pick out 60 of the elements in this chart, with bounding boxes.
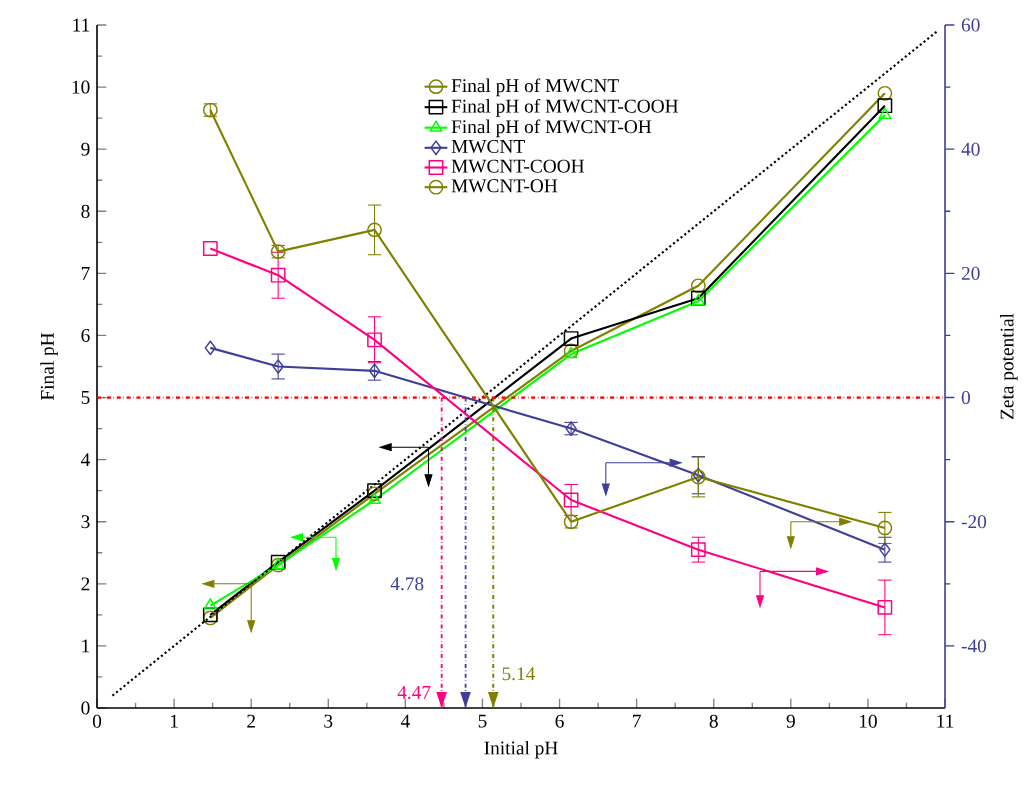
- y2-tick-label: -40: [961, 639, 987, 653]
- point: [367, 222, 382, 238]
- y-tick-label: 5: [81, 391, 90, 404]
- y-tick-label: 0: [81, 701, 90, 715]
- y-tick-label: 10: [72, 80, 90, 94]
- y-tick-label: 3: [81, 515, 90, 529]
- y-tick-label: 11: [73, 18, 90, 32]
- x-tick-label: 8: [709, 714, 718, 728]
- y-tick-label: 2: [81, 577, 90, 591]
- x-tick-label: 5: [478, 714, 487, 728]
- y2-tick-label: 40: [961, 142, 980, 156]
- ref-line-label: 4.47: [397, 685, 431, 699]
- y-axis-title: Final pH: [40, 332, 58, 401]
- y-tick-label: 7: [81, 267, 90, 280]
- x-tick-label: 10: [859, 714, 877, 728]
- x-tick-label: 2: [247, 714, 255, 728]
- point: [877, 520, 893, 536]
- y-tick-label: 8: [81, 204, 90, 218]
- x-tick-label: 6: [555, 714, 564, 728]
- point: [272, 359, 284, 374]
- y2-axis-title: Zeta potential: [999, 313, 1018, 419]
- y-tick-label: 4: [81, 453, 90, 466]
- y-tick-label: 1: [82, 639, 90, 653]
- y2-tick-label: 60: [961, 18, 980, 32]
- point: [203, 598, 217, 610]
- point: [877, 85, 893, 101]
- y2-tick-label: -20: [961, 515, 987, 529]
- x-tick-label: 11: [937, 714, 954, 728]
- point: [878, 107, 892, 120]
- point: [877, 98, 893, 114]
- x-tick-label: 0: [92, 714, 102, 728]
- point: [563, 331, 579, 346]
- legend-label: Final pH of MWCNT-COOH: [451, 98, 679, 117]
- point: [690, 278, 706, 294]
- y-tick-label: 6: [81, 328, 90, 342]
- legend-label: Final pH of MWCNT: [451, 78, 619, 97]
- legend-label: MWCNT-OH: [451, 179, 558, 193]
- x-tick-label: 1: [170, 714, 178, 728]
- point: [877, 600, 893, 615]
- x-axis-title: Initial pH: [484, 740, 558, 759]
- ref-line-label: 5.14: [502, 667, 536, 681]
- legend-label: Final pH of MWCNT-OH: [451, 119, 652, 138]
- point: [368, 492, 382, 505]
- y2-tick-label: 20: [961, 266, 980, 280]
- point: [204, 340, 217, 356]
- y2-tick-label: 0: [961, 391, 970, 405]
- point: [563, 492, 579, 508]
- x-tick-label: 4: [400, 714, 410, 728]
- x-tick-label: 9: [786, 714, 795, 728]
- legend-label: MWCNT: [451, 139, 525, 154]
- ref-line-label: 4.78: [390, 577, 424, 591]
- point: [879, 542, 891, 558]
- point: [202, 241, 218, 256]
- x-tick-label: 7: [633, 714, 641, 728]
- point: [690, 542, 706, 558]
- point: [367, 332, 382, 348]
- x-tick-label: 3: [324, 714, 333, 728]
- y-tick-label: 9: [81, 142, 90, 156]
- legend-label: MWCNT-COOH: [451, 159, 585, 173]
- point: [270, 267, 286, 283]
